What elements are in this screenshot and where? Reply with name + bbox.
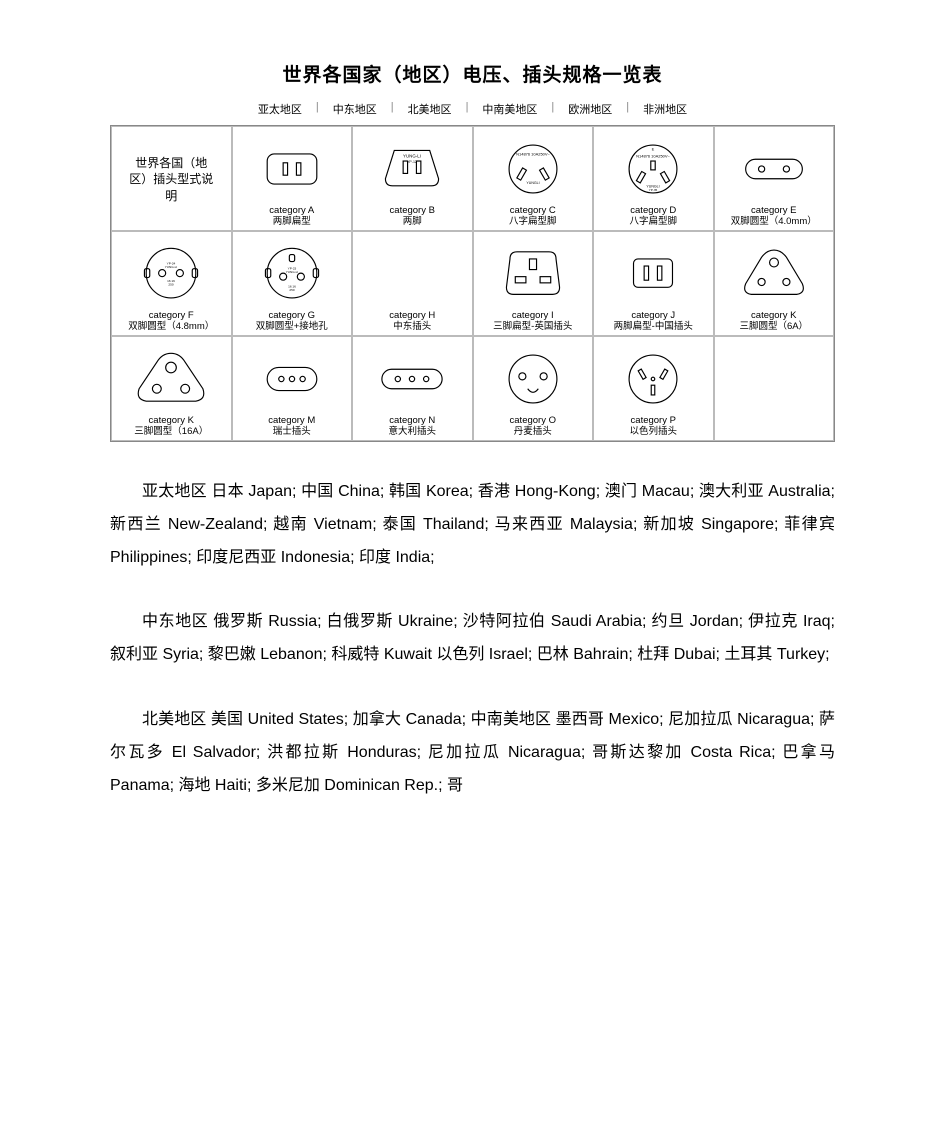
plug-cell: YUNG-LIYP-12category B 两脚 — [352, 126, 473, 231]
plug-caption: category K 三脚圆型（16A） — [134, 416, 208, 438]
plug-cell: category K 三脚圆型（16A） — [111, 336, 232, 441]
plug-caption: category M 瑞士插头 — [268, 416, 315, 438]
plug-cell: category N 意大利插头 — [352, 336, 473, 441]
plug-icon — [717, 131, 832, 206]
plug-caption: category D 八字扁型脚 — [629, 206, 677, 228]
svg-text:YP-12: YP-12 — [407, 159, 417, 163]
region-tab: 亚太地区 — [254, 101, 306, 117]
svg-text:250: 250 — [289, 287, 294, 291]
plug-caption: category F 双脚圆型（4.8mm） — [128, 311, 214, 333]
region-tab: 非洲地区 — [639, 101, 691, 117]
plug-icon — [596, 341, 711, 416]
plug-icon: YUNG-LIYP-12 — [355, 131, 470, 206]
divider: | — [316, 101, 319, 117]
plug-caption: category B 两脚 — [390, 206, 435, 228]
svg-text:N14876 10A250V~: N14876 10A250V~ — [636, 153, 670, 158]
plug-cell: category I 三脚扁型-英国插头 — [473, 231, 594, 336]
plug-cell: category P 以色列插头 — [593, 336, 714, 441]
svg-text:YP-35: YP-35 — [649, 188, 658, 192]
plug-caption: category N 意大利插头 — [388, 416, 436, 438]
divider: | — [466, 101, 469, 117]
plug-grid: 世界各国（地 区）插头型式说 明category A 两脚扁型YUNG-LIYP… — [110, 125, 835, 442]
plug-caption: category A 两脚扁型 — [269, 206, 314, 228]
plug-cell: YP-24YUNG-LI16 16250category F 双脚圆型（4.8m… — [111, 231, 232, 336]
plug-icon — [596, 236, 711, 311]
divider: | — [391, 101, 394, 117]
plug-icon — [476, 236, 591, 311]
plug-icon — [114, 341, 229, 416]
plug-icon: EN14876 10A250V~YUNGLIYP-35 — [596, 131, 711, 206]
plug-cell: category M 瑞士插头 — [232, 336, 353, 441]
svg-text:YUNG-LI: YUNG-LI — [403, 153, 421, 158]
svg-text:N14876 10A250V~: N14876 10A250V~ — [516, 151, 550, 156]
svg-text:YUNGLI: YUNGLI — [526, 181, 539, 185]
empty-cell — [714, 336, 835, 441]
plug-caption: category C 八字扁型脚 — [509, 206, 557, 228]
divider: | — [626, 101, 629, 117]
plug-cell: N14876 10A250V~ YUNGLI category C 八字扁型脚 — [473, 126, 594, 231]
plug-icon: YP-24YUNG-LI16 16250 — [114, 236, 229, 311]
plug-caption: category J 两脚扁型-中国插头 — [614, 311, 693, 333]
plug-cell: category O 丹麦插头 — [473, 336, 594, 441]
plug-caption: category I 三脚扁型-英国插头 — [493, 311, 572, 333]
plug-icon — [355, 236, 470, 311]
plug-caption: category O 丹麦插头 — [510, 416, 556, 438]
plug-caption: category K 三脚圆型（6A） — [739, 311, 808, 333]
plug-cell: category A 两脚扁型 — [232, 126, 353, 231]
intro-cell: 世界各国（地 区）插头型式说 明 — [111, 126, 232, 231]
body-paragraph: 北美地区 美国 United States; 加拿大 Canada; 中南美地区… — [110, 704, 835, 802]
plug-cell: category E 双脚圆型（4.0mm） — [714, 126, 835, 231]
plug-cell: category K 三脚圆型（6A） — [714, 231, 835, 336]
svg-text:E: E — [652, 146, 655, 151]
body-text: 亚太地区 日本 Japan; 中国 China; 韩国 Korea; 香港 Ho… — [110, 476, 835, 802]
body-paragraph: 亚太地区 日本 Japan; 中国 China; 韩国 Korea; 香港 Ho… — [110, 476, 835, 574]
region-tab: 欧洲地区 — [564, 101, 616, 117]
plug-icon: N14876 10A250V~ YUNGLI — [476, 131, 591, 206]
plug-caption: category E 双脚圆型（4.0mm） — [731, 206, 817, 228]
svg-text:250: 250 — [169, 282, 174, 286]
plug-icon — [476, 341, 591, 416]
plug-cell: category H 中东插头 — [352, 231, 473, 336]
divider: | — [551, 101, 554, 117]
plug-icon — [235, 341, 350, 416]
intro-caption: 世界各国（地 区）插头型式说 明 — [129, 131, 213, 228]
plug-caption: category P 以色列插头 — [629, 416, 677, 438]
plug-caption: category H 中东插头 — [389, 311, 435, 333]
region-tab: 北美地区 — [404, 101, 456, 117]
body-paragraph: 中东地区 俄罗斯 Russia; 白俄罗斯 Ukraine; 沙特阿拉伯 Sau… — [110, 606, 835, 672]
page-title: 世界各国家（地区）电压、插头规格一览表 — [110, 60, 835, 87]
region-tab: 中南美地区 — [478, 101, 541, 117]
svg-text:YUNG-LI: YUNG-LI — [165, 264, 178, 268]
plug-cell: category J 两脚扁型-中国插头 — [593, 231, 714, 336]
region-tabs: 亚太地区 | 中东地区 | 北美地区 | 中南美地区 | 欧洲地区 | 非洲地区 — [110, 101, 835, 117]
plug-icon — [235, 131, 350, 206]
plug-icon — [355, 341, 470, 416]
plug-icon — [717, 236, 832, 311]
plug-cell: EN14876 10A250V~YUNGLIYP-35category D 八字… — [593, 126, 714, 231]
svg-text:YUNG-LI: YUNG-LI — [285, 270, 298, 274]
plug-icon: YP-23YUNG-LI16 16250 — [235, 236, 350, 311]
region-tab: 中东地区 — [329, 101, 381, 117]
plug-caption: category G 双脚圆型+接地孔 — [256, 311, 328, 333]
plug-cell: YP-23YUNG-LI16 16250category G 双脚圆型+接地孔 — [232, 231, 353, 336]
